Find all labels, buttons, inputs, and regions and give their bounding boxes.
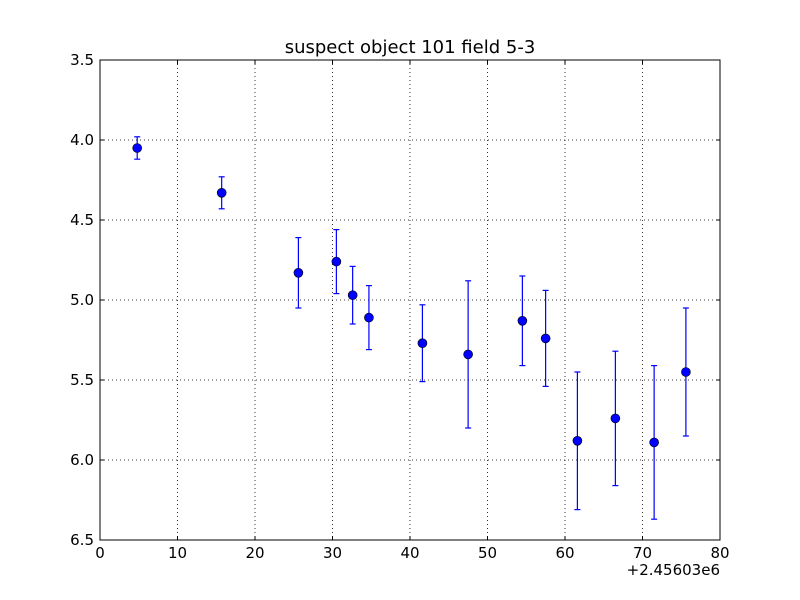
y-tick-label: 5.5 [70,371,94,389]
data-point [517,315,528,326]
data-point-group [681,307,691,437]
data-point [347,290,358,301]
data-point-group [331,229,342,295]
data-point-group [293,237,304,309]
data-point [216,188,227,198]
data-point [132,143,142,153]
data-point-group [517,275,528,367]
data-point-group [463,280,473,429]
data-point [293,267,304,278]
x-tick-label: 10 [168,544,187,562]
data-point [463,349,473,360]
x-tick-label: 60 [555,544,574,562]
y-tick-label: 4.0 [70,131,94,149]
y-tick-label: 6.5 [70,531,94,549]
data-point [681,367,691,377]
data-point [572,435,583,446]
data-point-group [364,285,374,351]
x-tick-label: 40 [400,544,419,562]
x-tick-label: 20 [245,544,264,562]
x-tick-label: 70 [633,544,652,562]
y-tick-label: 5.0 [70,291,94,309]
data-point [610,413,621,424]
data-point-group [417,304,428,383]
chart-title: suspect object 101 field 5-3 [285,37,536,58]
data-point-group [132,136,142,160]
data-point [417,338,428,349]
y-tick-label: 6.0 [70,451,94,469]
data-point [649,437,659,448]
ticks: 0 10 20 30 40 50 60 70 80 3.5 4.0 4.5 5.0 5.5 6.0 6.5 [70,51,729,562]
x-tick-label: 80 [710,544,729,562]
grid [100,60,720,540]
y-tick-label: 3.5 [70,51,94,69]
data-point [364,312,374,323]
data-layer [132,136,691,520]
x-tick-label: 50 [478,544,497,562]
data-point [331,256,342,267]
x-offset-label: +2.45603e6 [627,561,720,579]
data-point [540,333,551,344]
data-point-group [347,265,358,325]
data-point-group [572,371,583,511]
x-tick-label: 0 [95,544,105,562]
x-tick-label: 30 [323,544,342,562]
data-point-group [610,350,621,487]
data-point-group [216,176,227,210]
data-point-group [540,289,551,387]
y-tick-label: 4.5 [70,211,94,229]
data-point-group [649,365,659,520]
